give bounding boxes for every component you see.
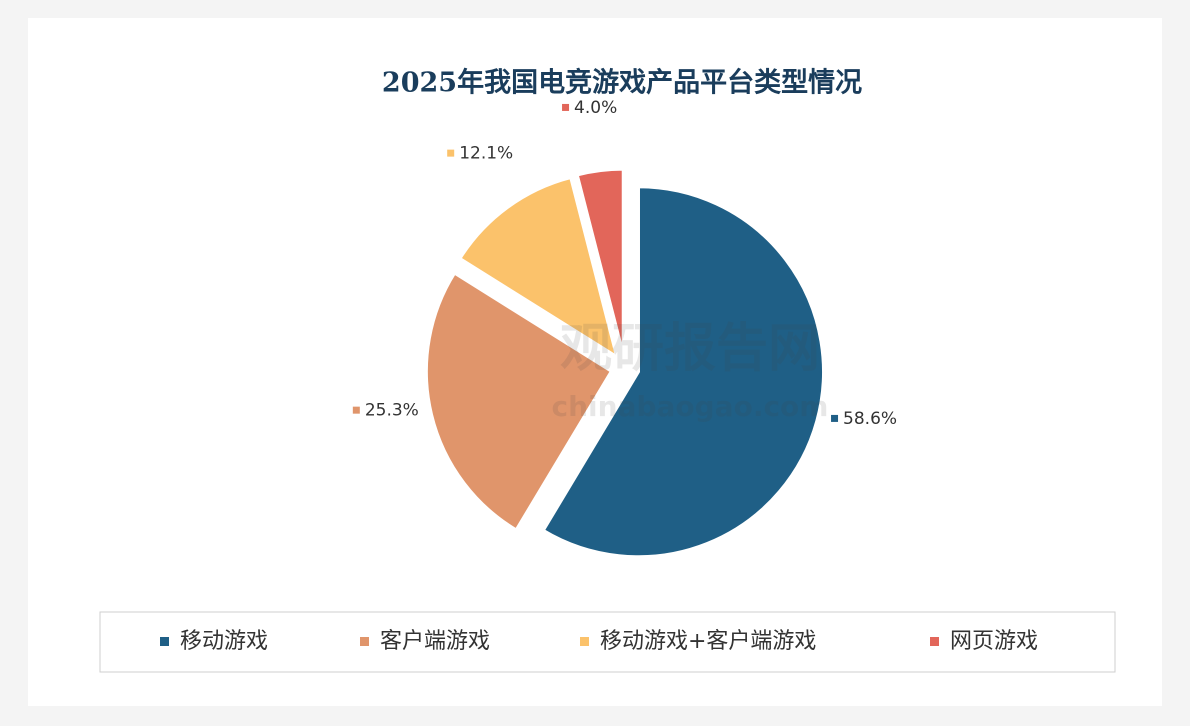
legend-marker — [930, 637, 939, 646]
label-marker — [352, 406, 360, 414]
chart-title: 2025年我国电竞游戏产品平台类型情况 — [382, 67, 862, 99]
legend-label: 移动游戏+客户端游戏 — [600, 629, 816, 654]
label-marker — [447, 149, 455, 157]
data-label: 58.6% — [843, 409, 897, 429]
legend-label: 网页游戏 — [950, 629, 1038, 654]
label-marker — [562, 103, 570, 111]
data-label: 4.0% — [574, 98, 617, 118]
legend-marker — [580, 637, 589, 646]
pie-slice — [541, 185, 825, 559]
pie-slice — [457, 175, 620, 360]
data-label: 12.1% — [459, 144, 513, 164]
legend-marker — [360, 637, 369, 646]
legend-label: 客户端游戏 — [380, 629, 490, 654]
watermark: 观研报告网 chinabaogao.com — [552, 319, 829, 423]
legend-marker — [160, 637, 169, 646]
legend-box — [99, 611, 1116, 673]
watermark-text: 观研报告网 — [560, 319, 820, 379]
pie-slice — [424, 271, 614, 532]
data-label: 25.3% — [365, 401, 419, 421]
watermark-text: chinabaogao.com — [552, 390, 829, 423]
label-marker — [831, 414, 839, 422]
legend-label: 移动游戏 — [180, 629, 268, 654]
pie-slice — [575, 167, 625, 355]
